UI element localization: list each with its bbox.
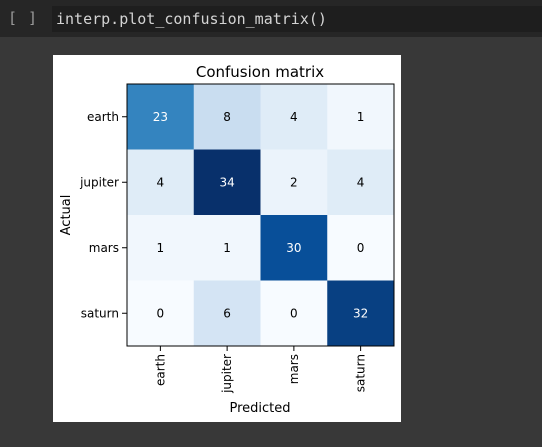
matrix-cell bbox=[327, 84, 395, 150]
matrix-cell bbox=[193, 215, 261, 281]
y-ticks: earth jupiter mars saturn bbox=[79, 110, 127, 320]
cell-value-label: 2 bbox=[290, 175, 298, 189]
code-line[interactable]: interp.plot_confusion_matrix() bbox=[56, 10, 327, 28]
cell-value-label: 6 bbox=[223, 306, 231, 320]
cell-value-label: 30 bbox=[286, 241, 301, 255]
cell-value-label: 1 bbox=[157, 241, 165, 255]
plot-frame bbox=[126, 83, 395, 347]
matrix-cell bbox=[327, 149, 395, 216]
y-tick-label: mars bbox=[89, 241, 119, 255]
cell-value-label: 0 bbox=[357, 241, 365, 255]
cell-value-label: 1 bbox=[357, 110, 365, 124]
cell-value-label: 4 bbox=[357, 175, 365, 189]
cell-value-label: 4 bbox=[290, 110, 298, 124]
y-tick-label: jupiter bbox=[79, 175, 119, 189]
matrix-cell bbox=[260, 84, 328, 150]
y-axis-label: Actual bbox=[59, 195, 74, 236]
x-tick-label: mars bbox=[287, 354, 301, 384]
cell-value-label: 4 bbox=[157, 175, 165, 189]
cell-value-label: 1 bbox=[223, 241, 231, 255]
chart-title: Confusion matrix bbox=[196, 63, 324, 81]
x-ticks: earth jupiter mars saturn bbox=[153, 346, 368, 394]
matrix-cell bbox=[327, 215, 395, 281]
cell-value-label: 0 bbox=[290, 306, 298, 320]
matrix-cell bbox=[127, 149, 195, 216]
matrix-cell bbox=[260, 149, 328, 216]
code-cell[interactable]: [ ] interp.plot_confusion_matrix() bbox=[0, 0, 542, 37]
cell-value-label: 32 bbox=[353, 306, 368, 320]
matrix-cell bbox=[193, 84, 261, 150]
matrix-cell bbox=[127, 84, 195, 150]
matrix-cell bbox=[127, 280, 195, 347]
cell-output: Confusion matrix 23 8 4 1 4 34 2 4 1 1 30 0 0 6 0 32 ea… bbox=[53, 55, 401, 422]
confusion-matrix-chart: Confusion matrix 23 8 4 1 4 34 2 4 1 1 30 0 0 6 0 32 ea… bbox=[59, 63, 395, 416]
x-tick-label: saturn bbox=[354, 354, 368, 392]
x-tick-label: jupiter bbox=[220, 354, 234, 394]
matrix-cell bbox=[260, 280, 328, 347]
cell-value-label: 23 bbox=[153, 110, 168, 124]
x-axis-label: Predicted bbox=[229, 401, 290, 416]
matrix-cell bbox=[327, 280, 395, 347]
cell-value-label: 34 bbox=[219, 175, 234, 189]
cell-value-label: 8 bbox=[223, 110, 231, 124]
matrix-cell bbox=[193, 149, 261, 216]
y-tick-label: earth bbox=[87, 110, 119, 124]
x-tick-label: earth bbox=[153, 354, 167, 386]
y-tick-label: saturn bbox=[81, 306, 119, 320]
matrix-cell bbox=[260, 215, 328, 281]
cell-value-label: 0 bbox=[157, 306, 165, 320]
matrix-cell bbox=[193, 280, 261, 347]
matrix-cells: 23 8 4 1 4 34 2 4 1 1 30 0 0 6 0 32 bbox=[127, 84, 395, 347]
run-cell-prompt[interactable]: [ ] bbox=[8, 9, 39, 27]
matrix-cell bbox=[127, 215, 195, 281]
code-editor[interactable]: interp.plot_confusion_matrix() bbox=[52, 6, 542, 32]
